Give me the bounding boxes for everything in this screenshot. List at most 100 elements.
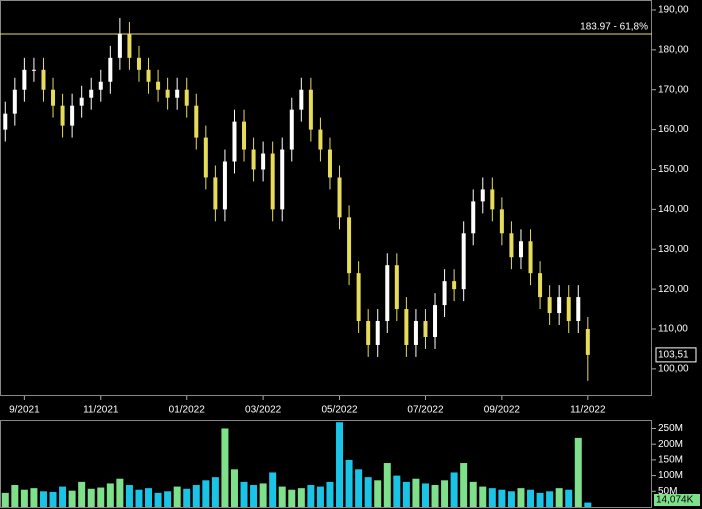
volume-bar [364, 477, 372, 507]
volume-bar [374, 480, 382, 507]
candle-body [261, 153, 266, 170]
volume-bar [135, 489, 143, 507]
volume-bar [288, 489, 296, 507]
volume-bar [546, 491, 554, 507]
volume-bar [441, 480, 449, 507]
y-tick-label: 160,00 [658, 124, 689, 135]
y-tick-label: 100M [658, 470, 683, 481]
candle-body [547, 297, 552, 314]
volume-bar [49, 491, 57, 507]
candle-body [108, 57, 113, 82]
volume-bar [565, 489, 573, 507]
volume-bar [336, 422, 344, 507]
volume-bar [97, 487, 105, 507]
x-tick-label: 11/2021 [83, 405, 119, 416]
x-tick-label: 07/2022 [407, 405, 444, 416]
candle-body [280, 149, 285, 210]
y-tick-label: 50M [658, 486, 677, 497]
volume-bar [421, 483, 429, 507]
candle-body [461, 233, 466, 290]
x-tick-label: 9/2021 [9, 405, 40, 416]
candle-body [165, 89, 170, 98]
y-tick-label: 120,00 [658, 284, 689, 295]
volume-bar [183, 488, 191, 507]
y-tick-label: 140,00 [658, 204, 689, 215]
volume-bar [488, 488, 496, 507]
x-tick-label: 05/2022 [321, 405, 358, 416]
candle-body [347, 217, 352, 274]
volume-bar [250, 485, 258, 507]
candle-body [70, 105, 75, 126]
volume-bar [584, 502, 592, 507]
candle-body [375, 321, 380, 345]
x-tick-label: 03/2022 [245, 405, 282, 416]
volume-bar [574, 437, 582, 507]
volume-bar [402, 481, 410, 507]
candle-body [98, 81, 103, 90]
candle-body [576, 297, 581, 322]
volume-bar [469, 481, 477, 507]
last-volume-box [654, 494, 700, 506]
fib-label: 183.97 - 61,8% [580, 22, 648, 33]
price-frame [0, 0, 652, 396]
last-volume-label: 14,074K [656, 495, 694, 506]
volume-bar [164, 491, 172, 507]
candle-body [385, 265, 390, 322]
candle-body [136, 57, 141, 70]
volume-bar [555, 488, 563, 507]
volume-bar [355, 469, 363, 507]
volume-bar [269, 472, 277, 507]
candle-body [156, 81, 161, 90]
candle-body [509, 233, 514, 258]
candle-body [289, 109, 294, 150]
candle-body [518, 241, 523, 258]
volume-bar [106, 483, 114, 507]
candle-body [557, 297, 562, 314]
candle-body [452, 281, 457, 290]
candle-body [194, 105, 199, 138]
volume-bar [460, 463, 468, 507]
y-tick-label: 190,00 [658, 5, 689, 16]
candle-body [394, 265, 399, 310]
candle-body [433, 305, 438, 337]
volume-bar [116, 478, 124, 507]
candle-body [60, 105, 65, 126]
volume-bar [221, 428, 229, 507]
candle-body [232, 121, 237, 162]
volume-bar [192, 485, 200, 507]
volume-bar [536, 492, 544, 507]
volume-bar [431, 485, 439, 507]
candle-body [299, 89, 304, 110]
candle-body [79, 97, 84, 106]
volume-bar [412, 478, 420, 507]
volume-bar [259, 483, 267, 507]
candle-body [22, 69, 27, 90]
candle-body [242, 121, 247, 150]
volume-bar [211, 477, 219, 507]
candle-body [413, 321, 418, 345]
volume-bar [240, 481, 248, 507]
volume-bar [20, 489, 28, 507]
candle-body [442, 281, 447, 306]
volume-bar [202, 480, 210, 507]
candle-body [203, 137, 208, 178]
volume-bar [498, 489, 506, 507]
candle-body [184, 89, 189, 106]
volume-bar [383, 463, 391, 507]
candle-body [538, 273, 543, 298]
volume-bar [87, 488, 95, 507]
volume-bar [278, 486, 286, 507]
volume-bar [527, 489, 535, 507]
candle-body [89, 89, 94, 98]
candle-body [490, 189, 495, 210]
candle-body [356, 273, 361, 322]
volume-bar [450, 472, 458, 507]
candle-body [146, 69, 151, 82]
candle-body [528, 241, 533, 274]
volume-frame [0, 420, 652, 508]
volume-bar [517, 488, 525, 507]
candle-body [222, 161, 227, 210]
volume-bar [173, 486, 181, 507]
volume-bar [297, 488, 305, 507]
